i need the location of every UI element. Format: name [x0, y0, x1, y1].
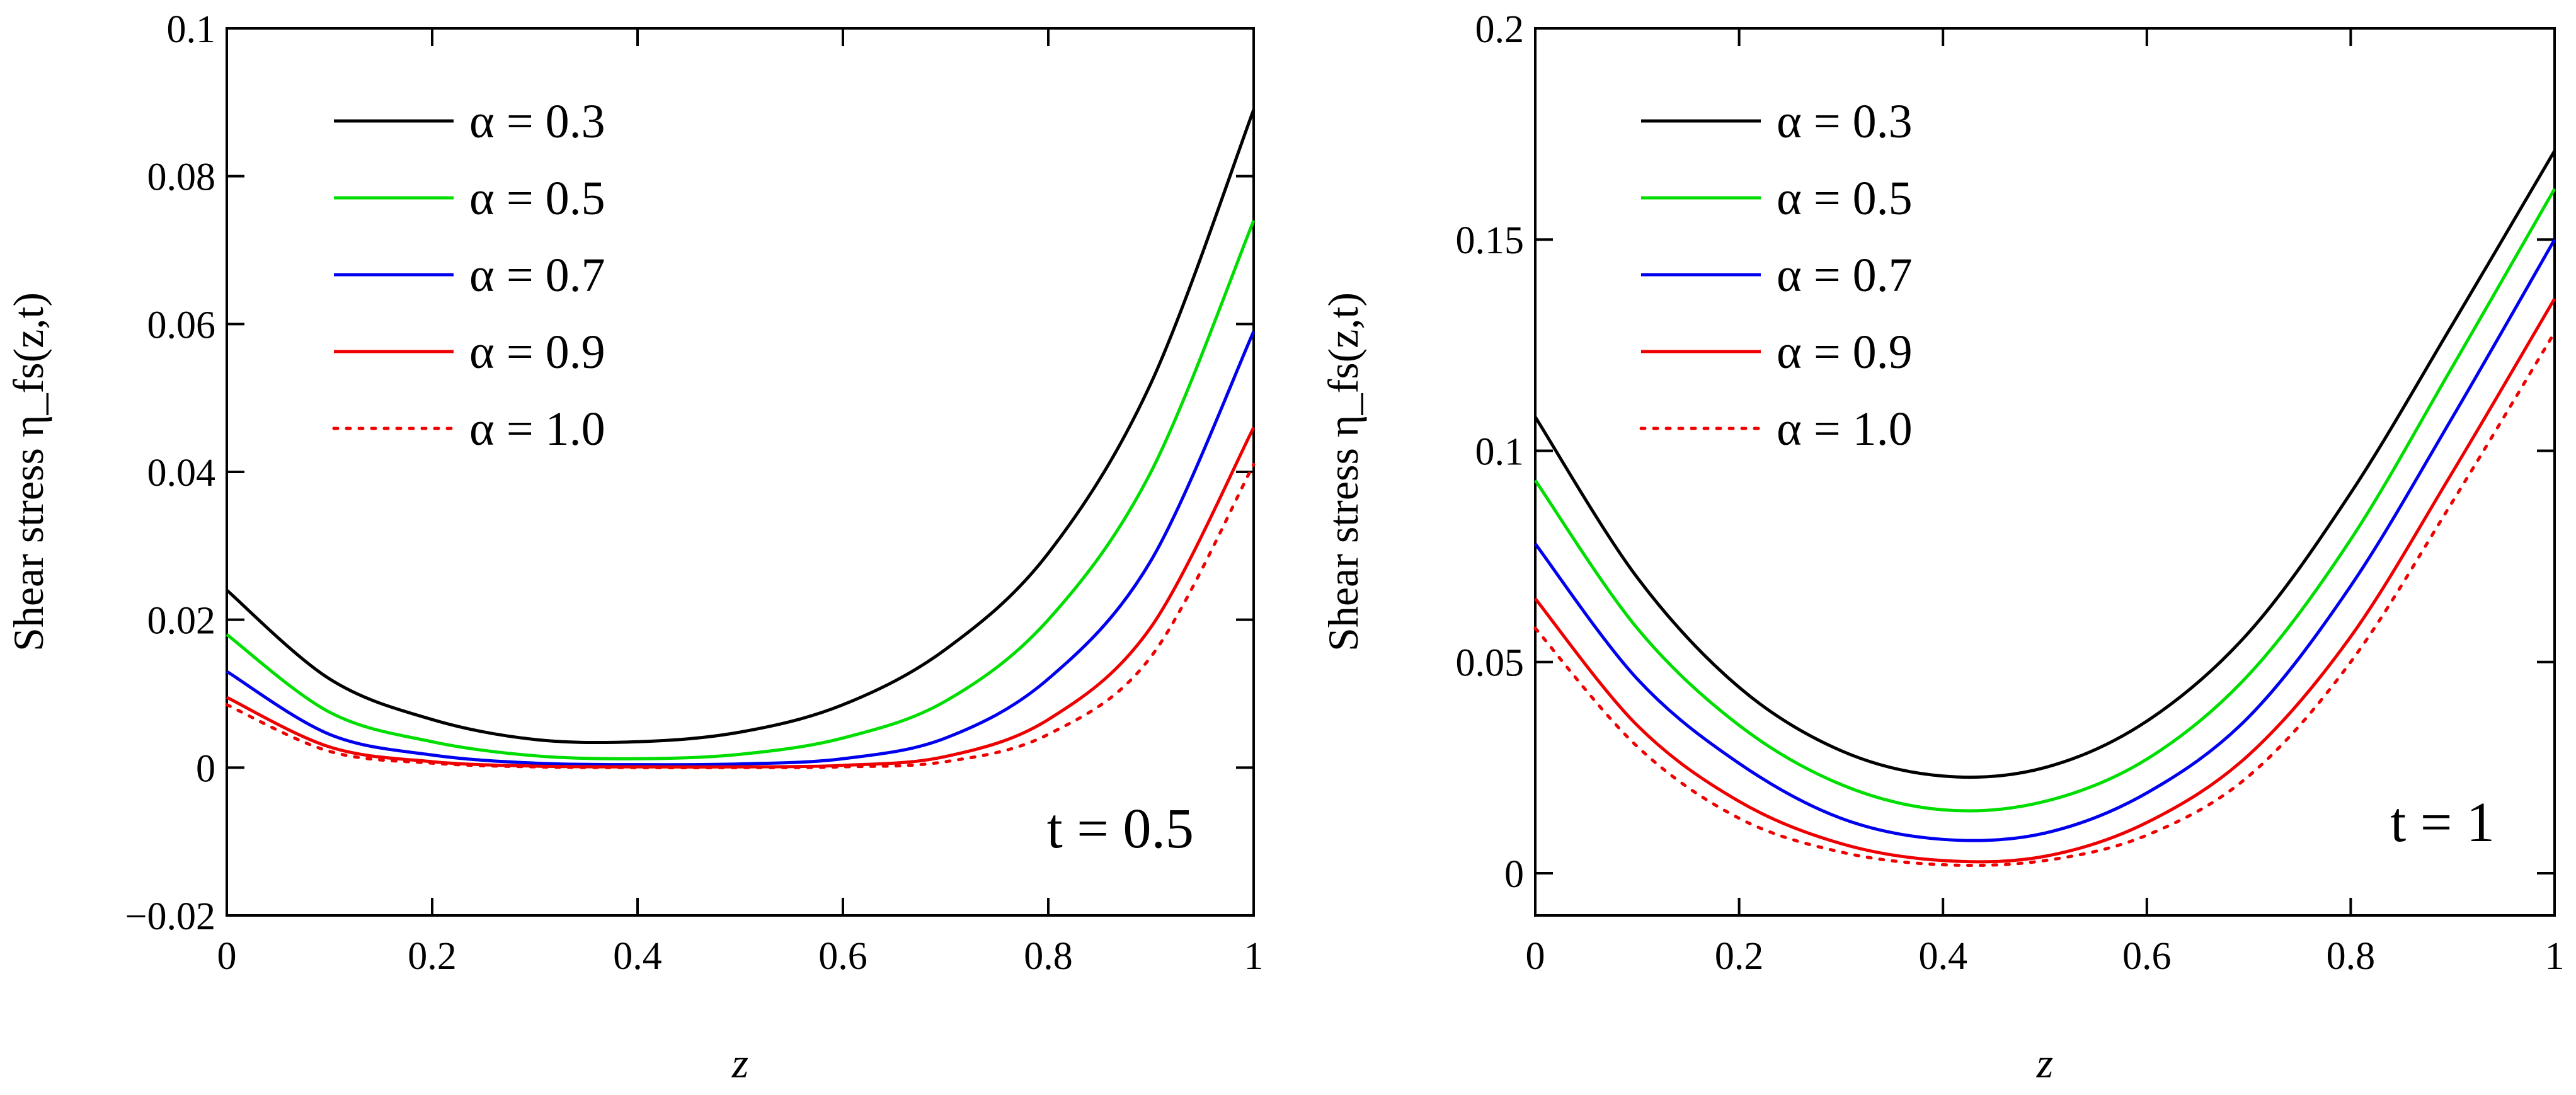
x-tick-label: 0.4 [613, 935, 662, 978]
series-line-3 [226, 331, 1256, 767]
series-line-2 [1533, 188, 2556, 813]
x-tick-label: 0.2 [408, 935, 457, 978]
x-axis-title: z [2036, 1039, 2053, 1087]
plot-frame [1534, 27, 2556, 917]
y-tick-label: 0.05 [1456, 642, 1525, 685]
y-tick-label: −0.02 [125, 895, 215, 938]
chart-panel-2: 0 0.05 0.1 0.15 0.2 0 0.2 0.4 0.6 0.8 1 α = 0.3 α = … [1319, 8, 2565, 1087]
y-axis-title: Shear stress η_fs(z,t) [1319, 292, 1367, 651]
y-tick-label: 0.06 [147, 304, 216, 347]
series-line-5 [225, 462, 1256, 769]
x-axis-title: z [731, 1039, 748, 1087]
y-tick-label: 0.15 [1456, 219, 1525, 262]
legend-label: α = 0.7 [1777, 249, 1913, 302]
x-tick-label: 0.2 [1715, 935, 1764, 978]
series-line-1 [226, 109, 1256, 745]
legend-label: α = 0.7 [469, 249, 605, 302]
plot-frame [226, 27, 1255, 917]
y-tick-label: 0.2 [1475, 8, 1525, 51]
series-line-2 [226, 220, 1256, 760]
x-tick-label: 0.6 [2122, 935, 2172, 978]
legend-label: α = 0.5 [469, 172, 605, 225]
time-annotation: t = 0.5 [1047, 798, 1194, 860]
series-line-1 [1533, 150, 2556, 779]
y-tick-label: 0.08 [147, 156, 216, 199]
legend-label: α = 0.9 [469, 326, 605, 379]
time-annotation: t = 1 [2390, 791, 2495, 854]
x-tick-label: 0.8 [2327, 935, 2376, 978]
y-tick-label: 0 [1504, 853, 1524, 896]
y-tick-label: 0.02 [147, 600, 216, 643]
x-tick-label: 0.6 [818, 935, 867, 978]
legend-label: α = 1.0 [469, 403, 605, 456]
legend-label: α = 0.5 [1777, 172, 1913, 225]
series-line-5 [1533, 331, 2556, 868]
series-line-4 [226, 427, 1256, 769]
series-line-3 [1534, 238, 2556, 842]
y-tick-label: 0 [196, 747, 215, 790]
y-tick-label: 0.1 [1475, 430, 1525, 473]
x-tick-label: 1 [1244, 935, 1264, 978]
x-tick-label: 0.8 [1024, 935, 1073, 978]
y-tick-label: 0.1 [167, 8, 216, 51]
x-tick-label: 0 [1526, 935, 1545, 978]
x-tick-label: 0.4 [1918, 935, 1967, 978]
y-axis-title: Shear stress η_fs(z,t) [4, 292, 52, 651]
legend-label: α = 1.0 [1777, 403, 1913, 456]
y-tick-label: 0.04 [147, 452, 216, 495]
x-tick-label: 0 [217, 935, 237, 978]
x-tick-label: 1 [2545, 935, 2565, 978]
series-line-4 [1534, 297, 2556, 864]
legend-label: α = 0.3 [1777, 95, 1913, 148]
legend-label: α = 0.9 [1777, 326, 1913, 379]
legend-label: α = 0.3 [469, 95, 605, 148]
